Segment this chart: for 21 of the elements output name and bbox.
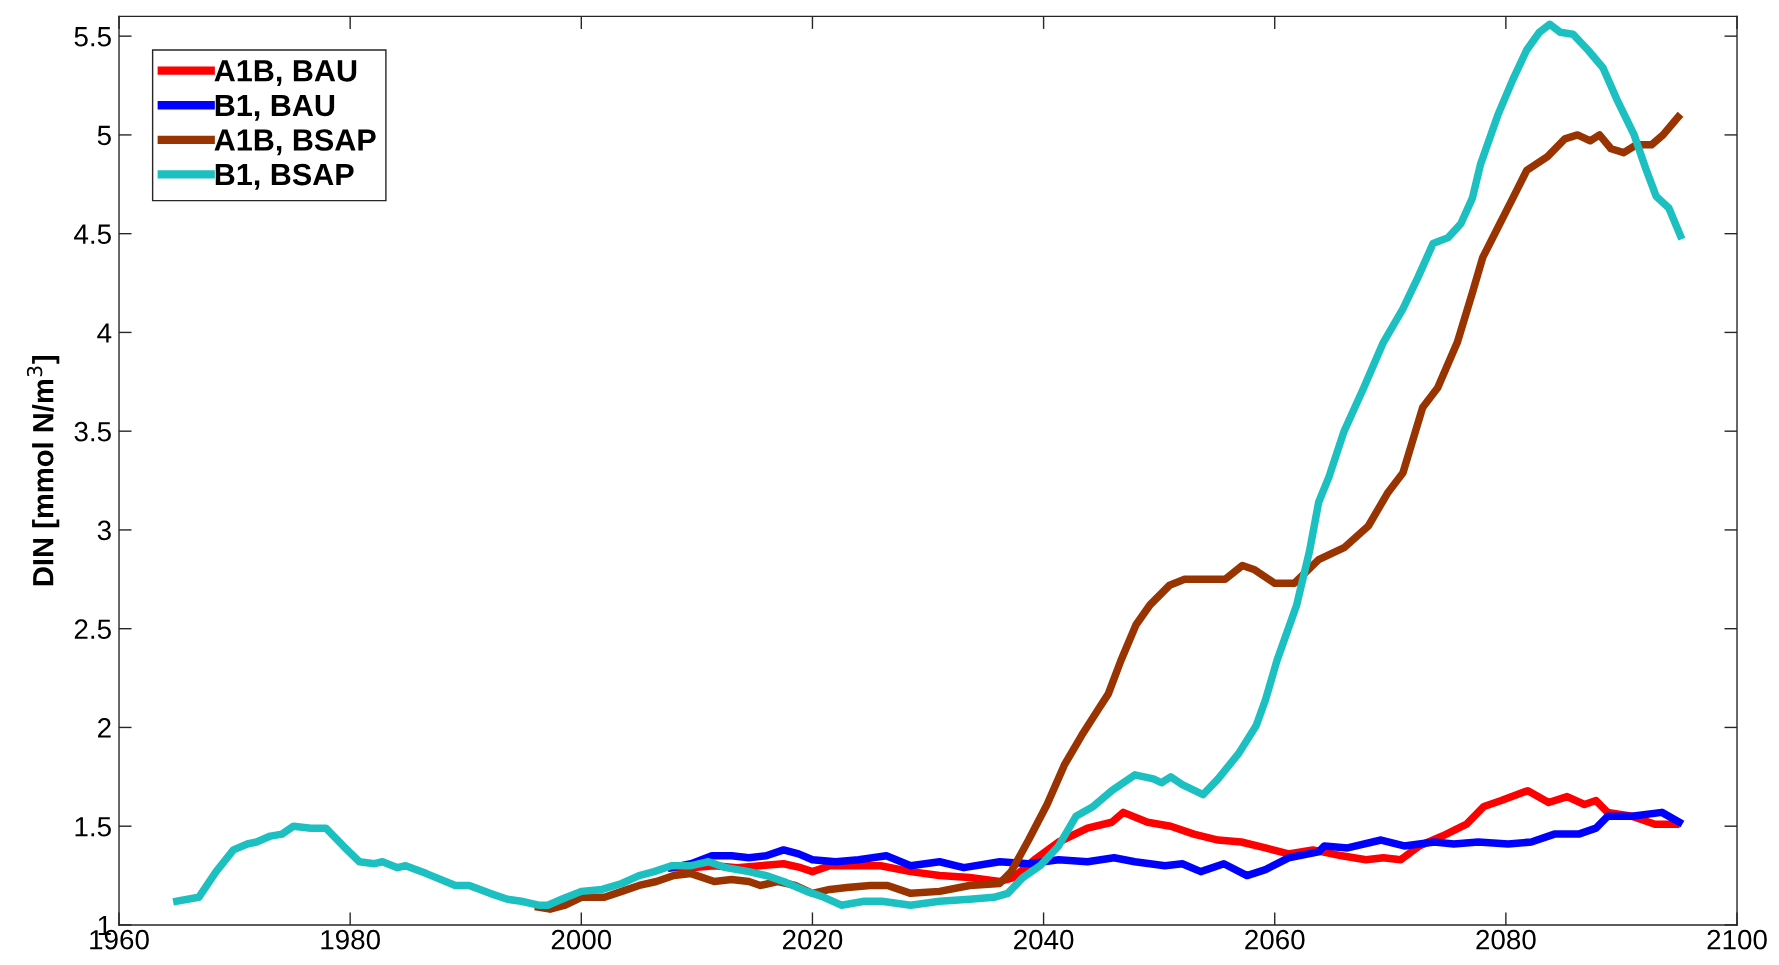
- y-tick-label: 3.5: [74, 421, 111, 442]
- y-axis-title: DIN [mmol N/m$^{3}$]: [26, 356, 60, 586]
- y-tick-label: 1.5: [75, 817, 111, 837]
- legend-label: B1, BSAP: [215, 163, 354, 190]
- x-tick-label: 2080: [1476, 929, 1536, 950]
- y-tick-label: 4.5: [74, 224, 111, 244]
- x-tick-label: 2020: [782, 929, 843, 950]
- legend-label: B1, BAU: [215, 94, 335, 121]
- y-tick-label: 2.5: [74, 619, 111, 640]
- y-tick-label: 5.5: [74, 27, 111, 47]
- legend-label: A1B, BSAP: [214, 129, 376, 156]
- x-tick-label: 2000: [551, 929, 612, 950]
- y-tick-label: 4: [97, 323, 112, 343]
- x-tick-label: 2060: [1245, 929, 1305, 950]
- x-tick-label: 2040: [1014, 929, 1074, 950]
- x-tick-label: 2100: [1707, 929, 1767, 950]
- y-tick-label: 2: [98, 718, 111, 738]
- y-tick-label: 3: [97, 520, 111, 541]
- legend-label: A1B, BAU: [214, 60, 357, 87]
- y-tick-label: 5: [97, 125, 111, 146]
- x-tick-label: 1980: [321, 929, 380, 950]
